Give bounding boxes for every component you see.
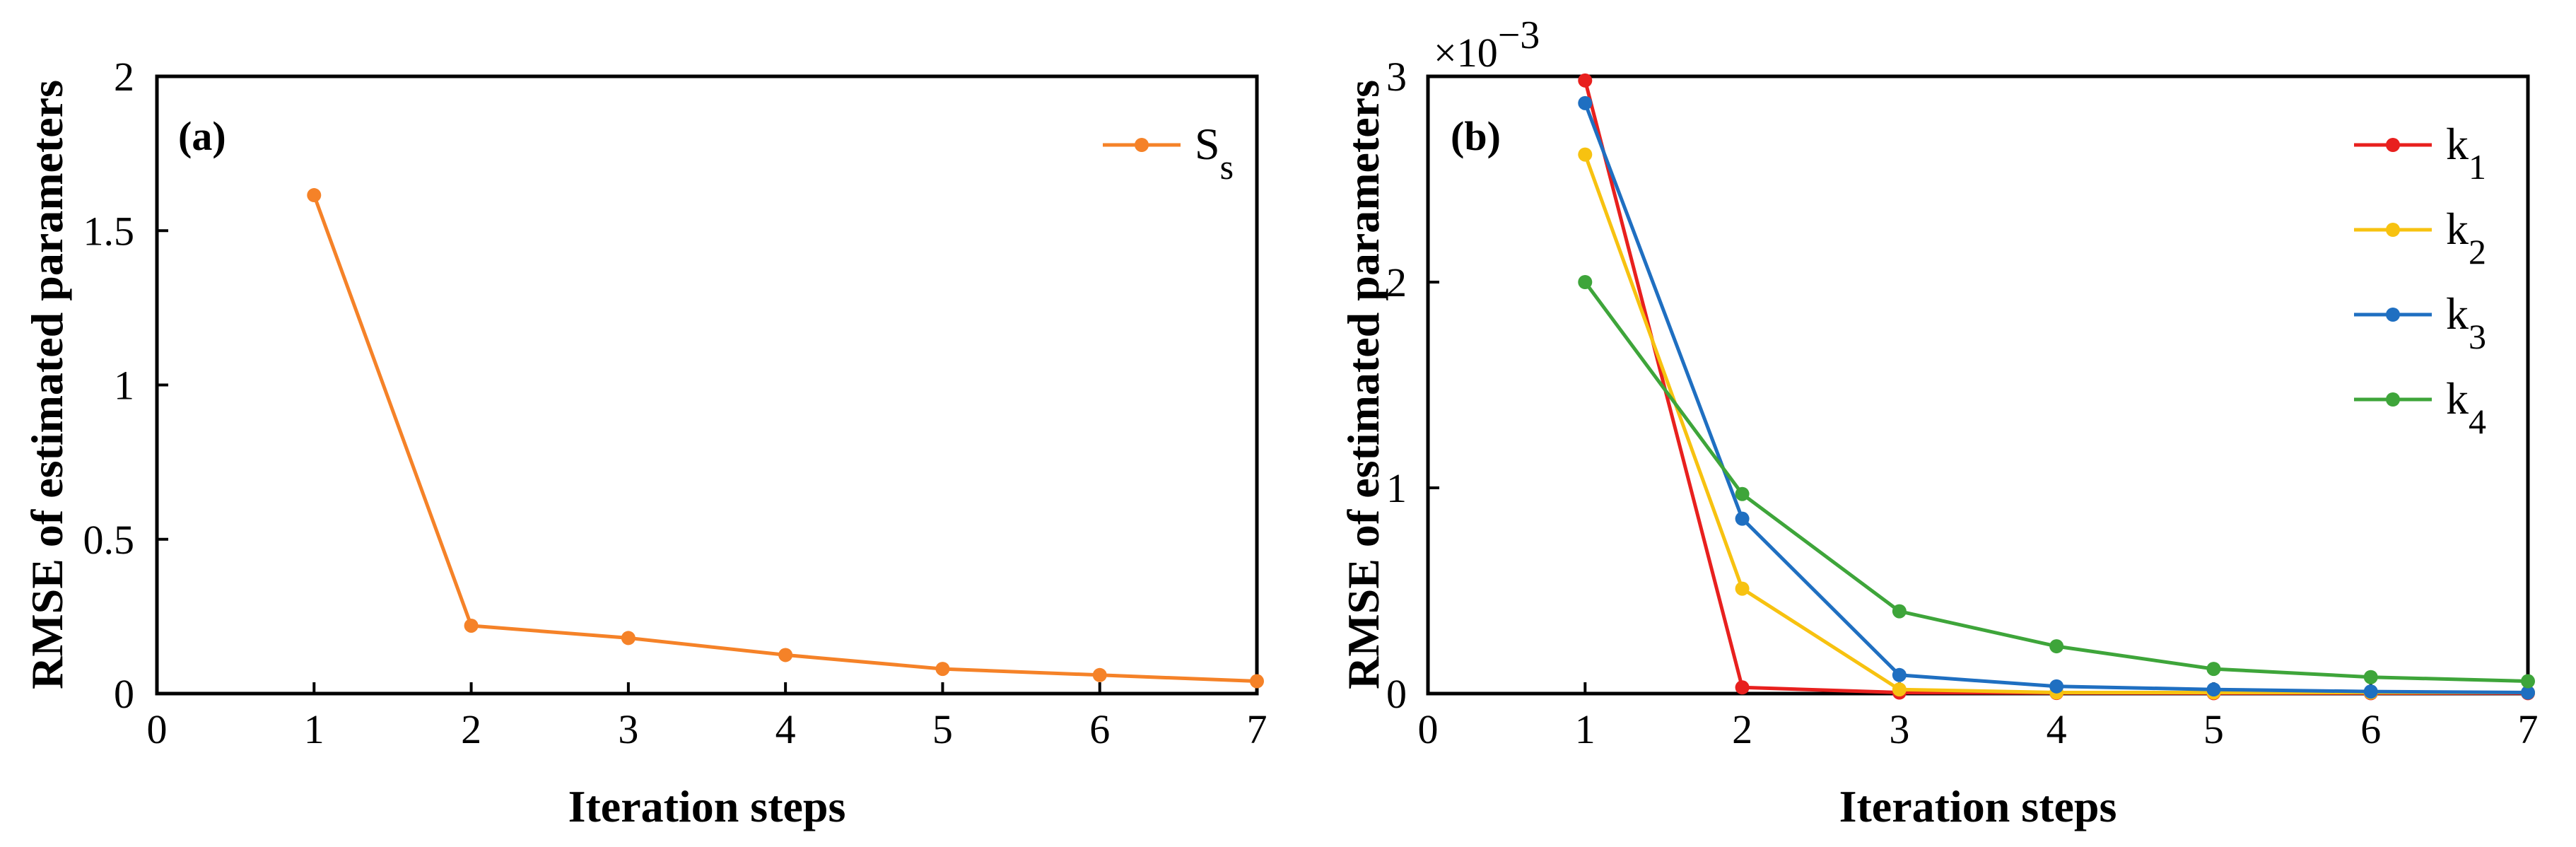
x-tick-label: 1 <box>1575 706 1596 752</box>
y-tick-label: 0.5 <box>83 517 135 563</box>
data-point <box>1892 682 1907 697</box>
x-tick-label: 0 <box>1418 706 1439 752</box>
legend: k1 k2 k3 k4 <box>2354 119 2486 441</box>
y-axis-label: RMSE of estimated parameters <box>22 80 72 689</box>
y-tick-label: 3 <box>1386 54 1407 100</box>
legend: Ss <box>1103 119 1234 187</box>
data-point <box>1578 275 1593 289</box>
legend-swatch-marker <box>2386 138 2400 152</box>
legend-item: k4 <box>2354 373 2486 441</box>
legend-swatch-marker <box>2386 223 2400 237</box>
panel-b: (b) ×10−3 Iteration steps RMSE of estima… <box>1338 13 2539 831</box>
x-tick-label: 3 <box>618 706 638 752</box>
y-tick-label: 1 <box>114 363 134 409</box>
legend-label: k4 <box>2446 373 2486 441</box>
exponent-base: ×10 <box>1434 30 1498 76</box>
panel-a: (a) Iteration steps RMSE of estimated pa… <box>22 54 1267 831</box>
series-group <box>307 188 1264 689</box>
data-point <box>1735 486 1750 501</box>
x-tick-label: 4 <box>775 706 796 752</box>
legend-swatch-marker <box>2386 308 2400 322</box>
x-axis-label: Iteration steps <box>568 781 846 831</box>
data-point <box>1735 680 1750 695</box>
data-point <box>2049 639 2064 654</box>
legend-item: Ss <box>1103 119 1234 187</box>
plot-area-frame <box>1426 74 2530 696</box>
y-tick-label: 1 <box>1386 465 1407 511</box>
data-point <box>2363 684 2378 699</box>
data-point <box>621 631 636 646</box>
data-point <box>1578 147 1593 162</box>
y-tick-label: 0 <box>1386 671 1407 717</box>
x-tick-label: 1 <box>304 706 324 752</box>
legend-item: k1 <box>2354 119 2486 187</box>
data-point <box>1092 667 1107 682</box>
data-point <box>2521 685 2535 700</box>
legend-item: k3 <box>2354 288 2486 356</box>
x-tick-label: 0 <box>147 706 168 752</box>
x-tick-label: 5 <box>2203 706 2224 752</box>
y-tick-label: 0 <box>114 671 134 717</box>
y-tick-label: 2 <box>114 54 134 100</box>
data-point <box>1578 95 1593 110</box>
legend-label: k1 <box>2446 119 2486 187</box>
series-group <box>1578 73 2535 701</box>
x-tick-label: 6 <box>2360 706 2381 752</box>
x-tick-label: 7 <box>2518 706 2539 752</box>
x-tick-label: 5 <box>932 706 953 752</box>
x-tick-label: 4 <box>2047 706 2067 752</box>
data-point <box>1578 73 1593 88</box>
axis-ticks: 0 1 2 3 4 5 6 7 0 1 2 3 <box>1386 54 2539 752</box>
series-line-Ss <box>312 194 1258 683</box>
data-point <box>935 662 950 677</box>
x-tick-label: 2 <box>461 706 481 752</box>
data-point <box>307 188 322 203</box>
y-tick-label: 1.5 <box>83 208 135 254</box>
data-point <box>1892 667 1907 682</box>
data-point <box>2206 662 2221 677</box>
legend-swatch-marker <box>1135 138 1149 152</box>
x-tick-label: 2 <box>1732 706 1752 752</box>
data-point <box>1892 604 1907 619</box>
x-tick-label: 3 <box>1889 706 1909 752</box>
x-tick-label: 7 <box>1247 706 1267 752</box>
data-point <box>1735 511 1750 526</box>
data-point <box>2363 670 2378 684</box>
data-point <box>1735 581 1750 596</box>
data-point <box>2521 674 2535 689</box>
legend-label: k3 <box>2446 288 2486 356</box>
data-point <box>1250 674 1264 689</box>
plot-area-frame <box>155 74 1259 696</box>
y-tick-label: 2 <box>1386 259 1407 305</box>
panel-label: (a) <box>178 113 226 159</box>
data-point <box>2049 679 2064 694</box>
exponent-label: ×10−3 <box>1434 13 1540 76</box>
legend-swatch-marker <box>2386 392 2400 407</box>
legend-label: Ss <box>1195 119 1234 187</box>
series-line-k1 <box>1583 80 2528 695</box>
legend-item: k2 <box>2354 204 2486 271</box>
data-point <box>778 648 793 662</box>
panel-label: (b) <box>1451 113 1501 159</box>
exponent-power: −3 <box>1498 13 1540 57</box>
x-tick-label: 6 <box>1089 706 1110 752</box>
axis-ticks: 0 1 2 3 4 5 6 7 0 0.5 1 1.5 2 <box>83 54 1267 752</box>
data-point <box>2206 682 2221 697</box>
data-point <box>464 618 479 633</box>
legend-label: k2 <box>2446 204 2486 271</box>
series-line-k2 <box>1583 153 2528 694</box>
x-axis-label: Iteration steps <box>1839 781 2117 831</box>
y-axis-label: RMSE of estimated parameters <box>1338 80 1388 689</box>
